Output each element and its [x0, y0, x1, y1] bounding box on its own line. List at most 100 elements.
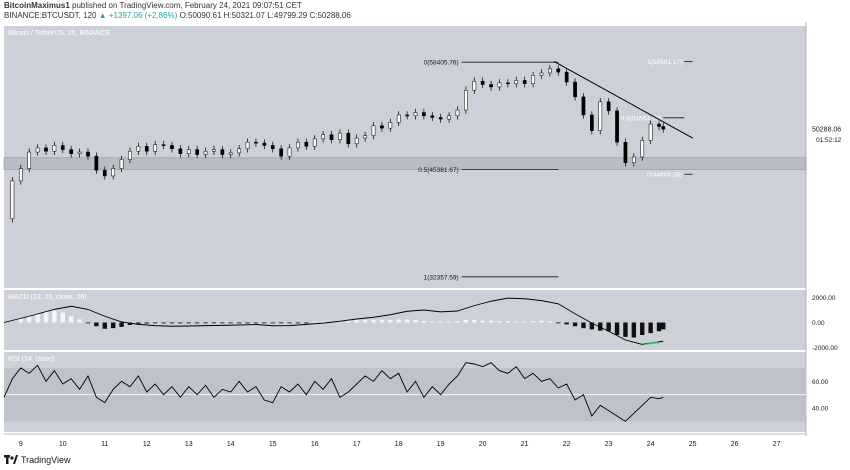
candle-body — [111, 168, 116, 177]
candle-body — [77, 151, 82, 154]
macd-histogram-bar — [614, 322, 620, 335]
candle-body — [631, 156, 636, 164]
macd-histogram-bar — [661, 322, 666, 330]
macd-histogram-bar — [85, 322, 91, 324]
macd-histogram-bar — [648, 322, 653, 334]
time-tick-label: 22 — [563, 441, 571, 448]
candle-body — [10, 180, 15, 220]
price-tick-label: 32000.00 — [812, 277, 839, 284]
candle-body — [573, 81, 577, 98]
candle-body — [203, 150, 208, 155]
macd-histogram-bar — [194, 322, 200, 324]
candle-body — [380, 125, 384, 129]
time-tick-label: 27 — [773, 441, 781, 448]
time-tick-label: 11 — [101, 441, 108, 448]
candle-body — [60, 145, 65, 150]
candle-body — [153, 144, 158, 152]
candle-body — [35, 147, 40, 153]
macd-histogram-bar — [178, 322, 183, 324]
macd-histogram-bar — [446, 321, 452, 323]
time-tick-label: 12 — [143, 441, 151, 448]
macd-tick-label: 0.00 — [812, 320, 825, 327]
macd-histogram-bar — [472, 320, 477, 323]
price-axis-label: USDT — [820, 27, 837, 33]
fib-level-label: 0(58405.76) — [424, 60, 459, 67]
macd-histogram-bar — [631, 322, 637, 338]
macd-histogram-bar — [278, 322, 284, 324]
candle-body — [489, 84, 493, 88]
macd-histogram-bar — [623, 322, 628, 337]
price-tick-label: 38000.00 — [812, 228, 839, 235]
macd-histogram-bar — [547, 321, 553, 323]
candle-body — [94, 155, 99, 171]
candle-body — [590, 114, 594, 131]
price-tick-label: 60000.00 — [812, 47, 839, 54]
candle-body — [119, 159, 124, 169]
macd-histogram-bar — [354, 320, 359, 323]
macd-histogram-bar — [220, 322, 225, 324]
macd-histogram-bar — [110, 322, 116, 329]
macd-histogram-bar — [295, 322, 301, 324]
candle-body — [170, 145, 174, 150]
symbol-line: BINANCE:BTCUSDT, 120 ▲ +1397.06 (+2.86%)… — [4, 11, 351, 20]
candle-body — [640, 140, 645, 158]
macd-title: MACD (12, 26, close, 26) — [8, 294, 87, 301]
macd-histogram-bar — [396, 319, 401, 323]
pane-title: Bitcoin / TetherUS, 2h, BINANCE — [8, 30, 111, 37]
macd-histogram-bar — [186, 322, 191, 324]
candle-body — [564, 71, 569, 83]
candle-body — [497, 82, 502, 88]
macd-histogram-bar — [589, 322, 595, 330]
chart-header: BitcoinMaximus1 published on TradingView… — [0, 0, 850, 22]
candle-body — [464, 90, 468, 111]
candle-body — [539, 72, 544, 76]
macd-histogram-bar — [18, 318, 23, 323]
candle-body — [354, 137, 359, 145]
candle-body — [296, 141, 300, 149]
candle-body — [598, 101, 603, 131]
chart-canvas[interactable]: Bitcoin / TetherUS, 2h, BINANCE MACD (12,… — [0, 22, 850, 452]
macd-histogram-bar — [94, 322, 99, 327]
candle-body — [455, 109, 460, 117]
macd-histogram-bar — [52, 310, 57, 323]
time-tick-label: 13 — [185, 441, 193, 448]
time-tick-label: 18 — [395, 441, 403, 448]
candle-body — [18, 168, 23, 182]
macd-histogram-bar — [598, 322, 603, 331]
candle-body — [657, 123, 661, 127]
macd-histogram-bar — [522, 321, 527, 323]
candle-body — [128, 150, 132, 160]
time-tick-label: 21 — [521, 441, 529, 448]
candle-body — [371, 125, 376, 136]
macd-histogram-bar — [488, 320, 494, 323]
macd-histogram-bar — [463, 320, 469, 323]
last-price-label: 50288.06 — [812, 127, 841, 134]
candle-body — [178, 148, 183, 154]
price-tick-label: 42000.00 — [812, 195, 839, 202]
candle-body — [312, 138, 317, 147]
candle-body — [514, 80, 519, 84]
candle-body — [212, 149, 216, 152]
symbol-label: BINANCE:BTCUSDT, 120 — [4, 11, 97, 20]
macd-histogram-bar — [312, 321, 317, 323]
candle-body — [556, 68, 561, 73]
candle-body — [69, 149, 74, 154]
candle-body — [413, 112, 418, 117]
publisher-name[interactable]: BitcoinMaximus1 — [4, 1, 70, 10]
candle-body — [531, 75, 535, 84]
candle-body — [228, 152, 233, 155]
support-zone — [3, 157, 807, 170]
candle-body — [405, 114, 409, 117]
price-tick-label: 56000.00 — [812, 80, 839, 87]
candle-body — [220, 149, 225, 155]
macd-histogram-bar — [564, 322, 569, 325]
candle-body — [270, 145, 275, 150]
candle-body — [338, 132, 342, 140]
macd-histogram-bar — [152, 322, 158, 324]
macd-histogram-bar — [43, 311, 49, 323]
macd-histogram-bar — [119, 322, 124, 327]
tradingview-logo-icon — [4, 455, 18, 464]
candle-body — [506, 82, 510, 85]
macd-histogram-bar — [60, 312, 65, 323]
tradingview-logo[interactable]: TradingView — [4, 455, 71, 465]
